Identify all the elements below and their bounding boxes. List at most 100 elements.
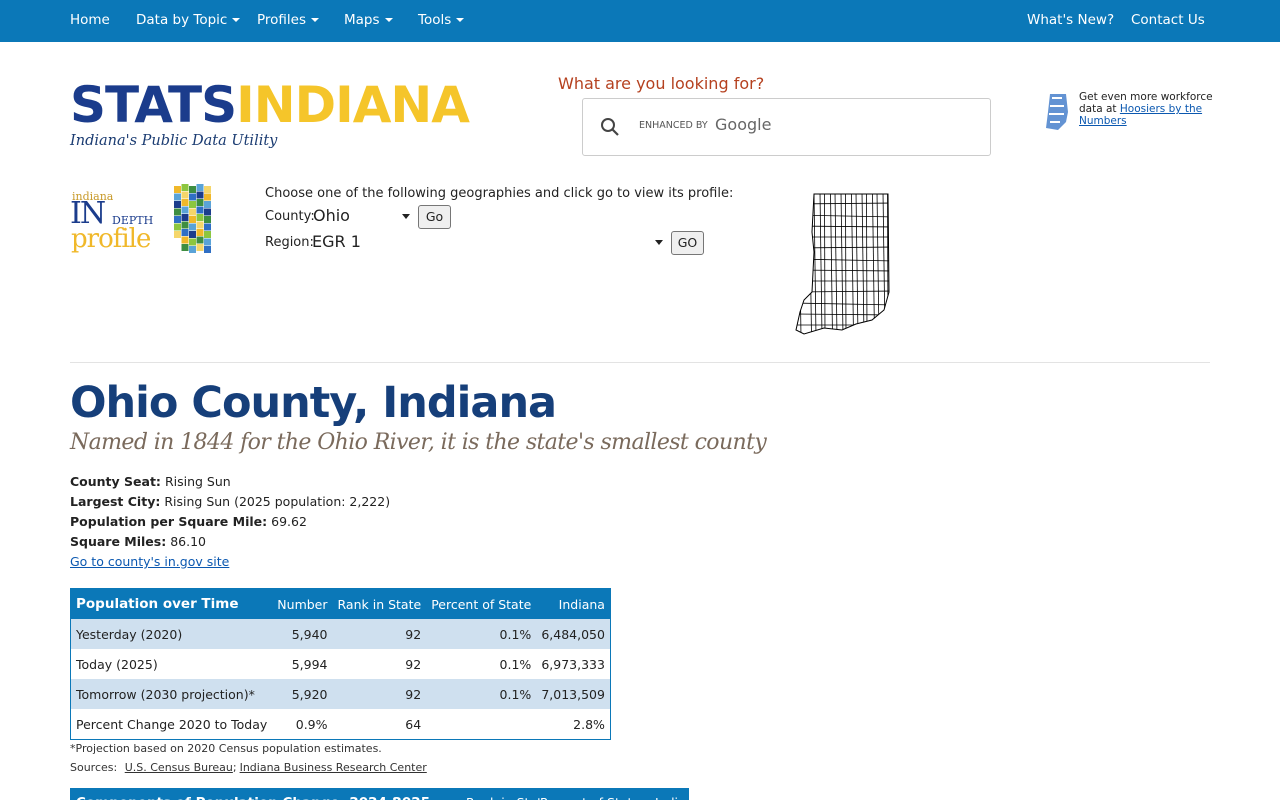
table-cell: 0.1% (499, 656, 532, 672)
table-cell: Tomorrow (2030 projection)* (70, 679, 273, 709)
county-border (845, 194, 847, 334)
mosaic-tile (181, 184, 189, 191)
mosaic-tile (174, 223, 181, 231)
promo-link[interactable]: Hoosiers by the Numbers (1079, 103, 1203, 127)
fact-label: County Seat: (70, 474, 161, 489)
table-header-row: Population over Time Number Rank in State P… (70, 588, 611, 619)
county-border (824, 194, 826, 334)
table-cell: 0.1% (426, 679, 537, 709)
county-border (830, 194, 833, 334)
mosaic-tile (181, 191, 189, 199)
column-header: Percent of State (426, 588, 537, 619)
mosaic-tile (189, 186, 196, 193)
table-cell: Yesterday (2020) (70, 619, 273, 649)
search-prompt: What are you looking for? (558, 74, 765, 93)
source-link[interactable]: U.S. Census Bureau (124, 761, 233, 774)
county-border (796, 214, 889, 218)
mosaic-tile (204, 246, 211, 253)
profile-logo[interactable]: indiana IN DEPTH profile (70, 184, 212, 264)
tagline: Indiana's Public Data Utility (70, 133, 278, 149)
county-border (796, 246, 889, 249)
mosaic-tile (204, 223, 211, 231)
population-table: Population over Time Number Rank in State P… (70, 588, 611, 740)
mosaic-tile (181, 236, 189, 244)
nav-link[interactable]: Profiles (257, 12, 320, 28)
county-border (851, 194, 854, 334)
sources: Sources: U.S. Census Bureau; Indiana Busi… (70, 761, 427, 774)
nav-link[interactable]: Maps (344, 12, 393, 28)
region-value: EGR 1 (312, 232, 361, 251)
mosaic-tile (196, 229, 204, 236)
source-link[interactable]: Indiana Business Research Center (239, 761, 427, 774)
county-border (809, 194, 812, 334)
table-row: Yesterday (2020) 5,940 92 0.1% 6,484,050 (70, 619, 611, 649)
mosaic-tile (189, 246, 196, 253)
column-header: Number (272, 588, 333, 619)
nav-link[interactable]: Home (70, 12, 110, 28)
components-table-header: Components of Population Change, 2024-20… (70, 788, 689, 800)
mosaic-tile (204, 186, 211, 193)
logo[interactable]: STATSINDIANA (70, 76, 470, 134)
county-fact: Population per Square Mile: 69.62 (70, 514, 307, 529)
nav-caret (456, 18, 465, 22)
table-cell: 6,973,333 (541, 656, 605, 672)
table-cell: 92 (332, 619, 427, 649)
fact-value: 86.10 (170, 534, 207, 549)
mosaic-tile (204, 193, 211, 201)
county-border (813, 194, 817, 334)
nav-link[interactable]: Tools (418, 12, 465, 28)
table-row: Tomorrow (2030 projection)* 5,920 92 0.1% 7,… (70, 679, 611, 709)
select-caret (402, 214, 410, 219)
county-fact: County Seat: Rising Sun (70, 474, 231, 489)
mosaic-tile (196, 221, 204, 229)
table-cell: 2.8% (573, 716, 605, 732)
table-cell: 5,940 (272, 619, 333, 649)
nav-link[interactable]: Contact Us (1131, 12, 1205, 28)
table-cell: 92 (405, 656, 422, 672)
column-header: Percent of State (540, 795, 640, 800)
county-fact: Square Miles: 86.10 (70, 534, 206, 549)
county-site-link[interactable]: Go to county's in.gov site (70, 554, 230, 569)
mosaic-tile (196, 236, 204, 244)
nav-link[interactable]: What's New? (1027, 12, 1115, 28)
nav-link-text: Profiles (257, 12, 307, 28)
mosaic-tile (174, 216, 181, 223)
table-cell: 5,920 (272, 679, 333, 709)
region-go[interactable]: GO (671, 231, 704, 255)
table-row: Today (2025) 5,994 92 0.1% 6,973,333 (71, 649, 611, 679)
profile-logo-mosaic (174, 184, 211, 253)
nav-bar: Home Data by Topic Profiles Maps Tools What's… (0, 0, 1280, 42)
promo: Get even more workforce data at Hoosiers… (1079, 91, 1219, 127)
nav-link[interactable]: Data by Topic (136, 12, 241, 28)
county-border (872, 194, 875, 334)
mosaic-tile (181, 199, 189, 206)
county-label: County: (265, 209, 315, 224)
nav-caret (232, 18, 241, 22)
mosaic-tile (174, 231, 181, 238)
county-select[interactable]: Ohio (313, 206, 415, 225)
nav-link-text: Tools (418, 12, 452, 28)
mosaic-tile (181, 206, 189, 214)
county-go[interactable]: Go (418, 205, 451, 229)
sources-label: Sources: (70, 761, 118, 774)
table-row: Percent Change 2020 to Today 0.9% 64 2.8% (71, 709, 611, 740)
search-box[interactable]: ENHANCED BY Google (582, 98, 991, 156)
profile-logo-in: IN (70, 196, 106, 231)
footnote: *Projection based on 2020 Census populat… (70, 742, 382, 755)
county-border (796, 290, 889, 293)
county-border (866, 194, 868, 334)
region-label: Region: (265, 235, 314, 250)
table-cell: Percent Change 2020 to Today (76, 716, 268, 732)
column-header: Number (392, 795, 442, 800)
logo-indiana: INDIANA (236, 76, 470, 134)
region-select[interactable]: EGR 1 (312, 232, 668, 251)
table-cell: 64 (405, 716, 422, 732)
mosaic-tile (189, 231, 196, 238)
logo-stats: STATS (70, 76, 237, 134)
county-border (855, 194, 859, 334)
mosaic-tile (196, 199, 204, 206)
table-cell: 0.9% (295, 716, 328, 732)
indiana-county-map[interactable] (794, 192, 894, 337)
nav-caret (384, 18, 393, 22)
fact-label: Square Miles: (70, 534, 167, 549)
